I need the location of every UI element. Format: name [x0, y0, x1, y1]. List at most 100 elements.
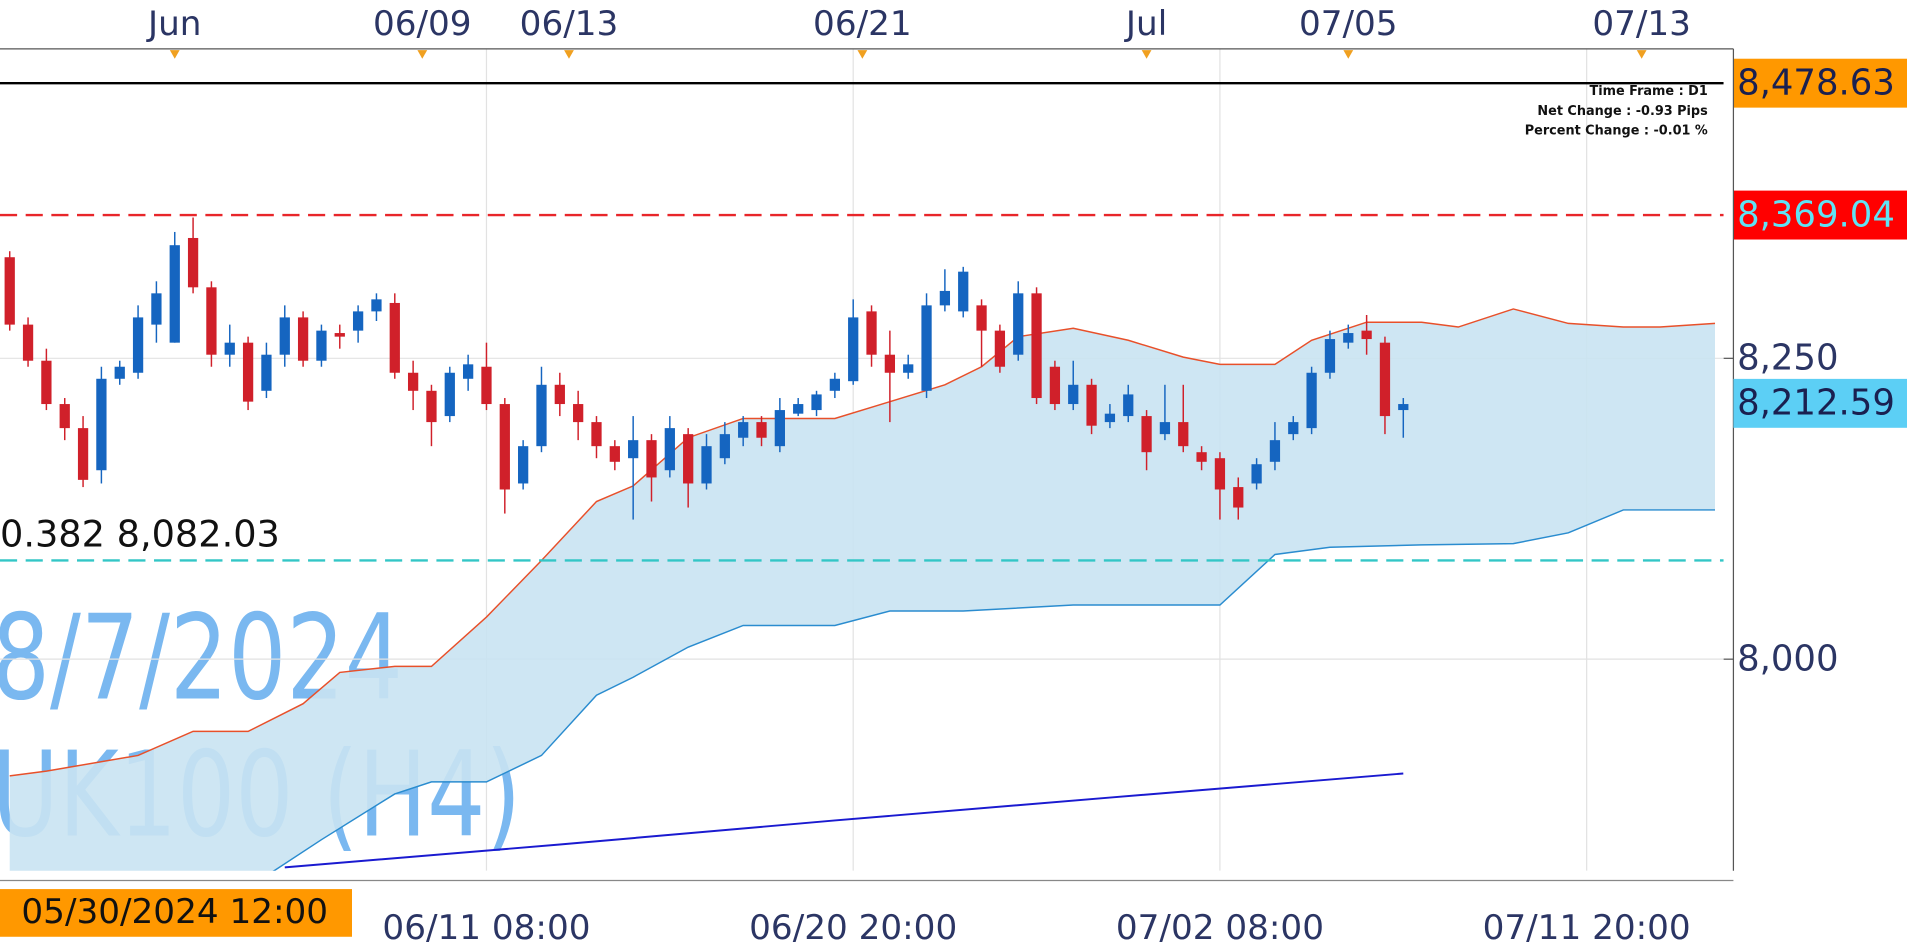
- level-label: 0.382 8,082.03: [0, 512, 280, 555]
- candle-body: [1306, 372, 1317, 429]
- candle-body: [77, 428, 89, 480]
- candle-body: [554, 384, 565, 405]
- candle-body: [1178, 422, 1189, 447]
- y-tick-label: 8,250: [1737, 338, 1838, 379]
- price-label: 8,369.04: [1737, 194, 1895, 235]
- cloud-fill: [9, 308, 1716, 871]
- candle-body: [848, 317, 859, 382]
- candle-body: [683, 434, 694, 484]
- candle-body: [242, 342, 254, 402]
- candle-body: [371, 299, 382, 312]
- price-box: [1733, 190, 1907, 240]
- candle-body: [1141, 416, 1152, 453]
- candle-body: [297, 317, 309, 361]
- current-price-label: 8,212.59: [1737, 383, 1895, 424]
- x2-tick-label: 07/13: [1592, 4, 1691, 44]
- candle-body: [628, 440, 639, 459]
- candle-body: [41, 360, 52, 405]
- x2-tick: [1343, 50, 1354, 59]
- x2-tick-label: 06/09: [373, 4, 472, 44]
- cloud-lower-line: [272, 509, 1716, 871]
- candle-body: [774, 410, 785, 447]
- candle-body: [738, 422, 749, 438]
- candle-body: [1123, 394, 1134, 417]
- candle-body: [903, 364, 914, 373]
- y-tick-label: 8,000: [1737, 638, 1838, 679]
- candle-body: [701, 446, 712, 484]
- candle-body: [334, 333, 345, 337]
- candle-body: [573, 404, 584, 423]
- x2-tick: [169, 50, 180, 59]
- candle-body: [444, 372, 455, 417]
- candle-body: [1288, 422, 1299, 435]
- candle-body: [811, 394, 822, 411]
- candle-body: [1251, 464, 1262, 484]
- candle-body: [866, 311, 877, 355]
- candle-body: [132, 317, 144, 373]
- candle-body: [206, 287, 217, 355]
- x2-tick-label: 07/05: [1299, 4, 1398, 44]
- price-box: [1733, 58, 1907, 108]
- candle-body: [518, 446, 529, 484]
- candle-body: [279, 317, 290, 355]
- candle-body: [1086, 384, 1097, 426]
- candle-body: [316, 330, 327, 361]
- candle-body: [1159, 422, 1171, 435]
- candle-body: [756, 422, 767, 438]
- candle-body: [481, 366, 492, 405]
- candle-body: [939, 290, 951, 306]
- candle-body: [407, 372, 419, 391]
- candle-body: [1398, 404, 1409, 411]
- candle-body: [1049, 366, 1061, 405]
- candle-body: [1068, 384, 1079, 405]
- candle-body: [499, 404, 510, 490]
- candle-body: [22, 324, 34, 361]
- candle-body: [1324, 339, 1336, 373]
- x-tick-label: 06/20 20:00: [749, 908, 957, 948]
- moving-average: [284, 772, 1404, 869]
- candle-body: [921, 305, 932, 391]
- candle-body: [59, 404, 70, 429]
- candle-body: [114, 366, 125, 379]
- x2-tick-label: Jul: [1124, 4, 1167, 44]
- cursor-box: [0, 889, 353, 937]
- price-label: 8,478.63: [1737, 62, 1895, 103]
- candle-body: [1233, 487, 1244, 508]
- candle-body: [664, 428, 675, 471]
- x2-tick: [564, 50, 574, 59]
- candle-body: [261, 354, 272, 391]
- candle-body: [1104, 413, 1116, 423]
- candle-body: [187, 237, 199, 288]
- x2-tick-label: Jun: [146, 4, 201, 44]
- x-tick-label: 07/11 20:00: [1483, 908, 1691, 948]
- candle-body: [719, 434, 730, 459]
- candle-body: [1031, 293, 1042, 399]
- candle-body: [958, 271, 969, 312]
- cursor-label: 05/30/2024 12:00: [21, 892, 328, 932]
- info-text: Time Frame : D1: [1589, 84, 1707, 99]
- candle-body: [352, 311, 364, 331]
- candle-body: [994, 330, 1006, 367]
- candle-body: [169, 245, 180, 343]
- x-tick-label: 06/11 08:00: [382, 908, 590, 948]
- candle-body: [4, 257, 15, 325]
- candle-body: [1269, 440, 1281, 462]
- candle-body: [1214, 458, 1226, 490]
- candle-body: [462, 364, 474, 379]
- candle-body: [591, 422, 602, 447]
- candle-body: [609, 446, 620, 462]
- candle-body: [1379, 342, 1391, 417]
- candle-body: [829, 378, 840, 391]
- candle-body: [646, 440, 657, 478]
- candle-body: [1196, 452, 1207, 462]
- x2-tick: [417, 50, 428, 59]
- x2-tick: [1141, 50, 1152, 59]
- candle-body: [1343, 333, 1354, 343]
- current-price-box: [1733, 378, 1907, 428]
- candle-body: [1361, 330, 1372, 340]
- candle-body: [536, 384, 547, 447]
